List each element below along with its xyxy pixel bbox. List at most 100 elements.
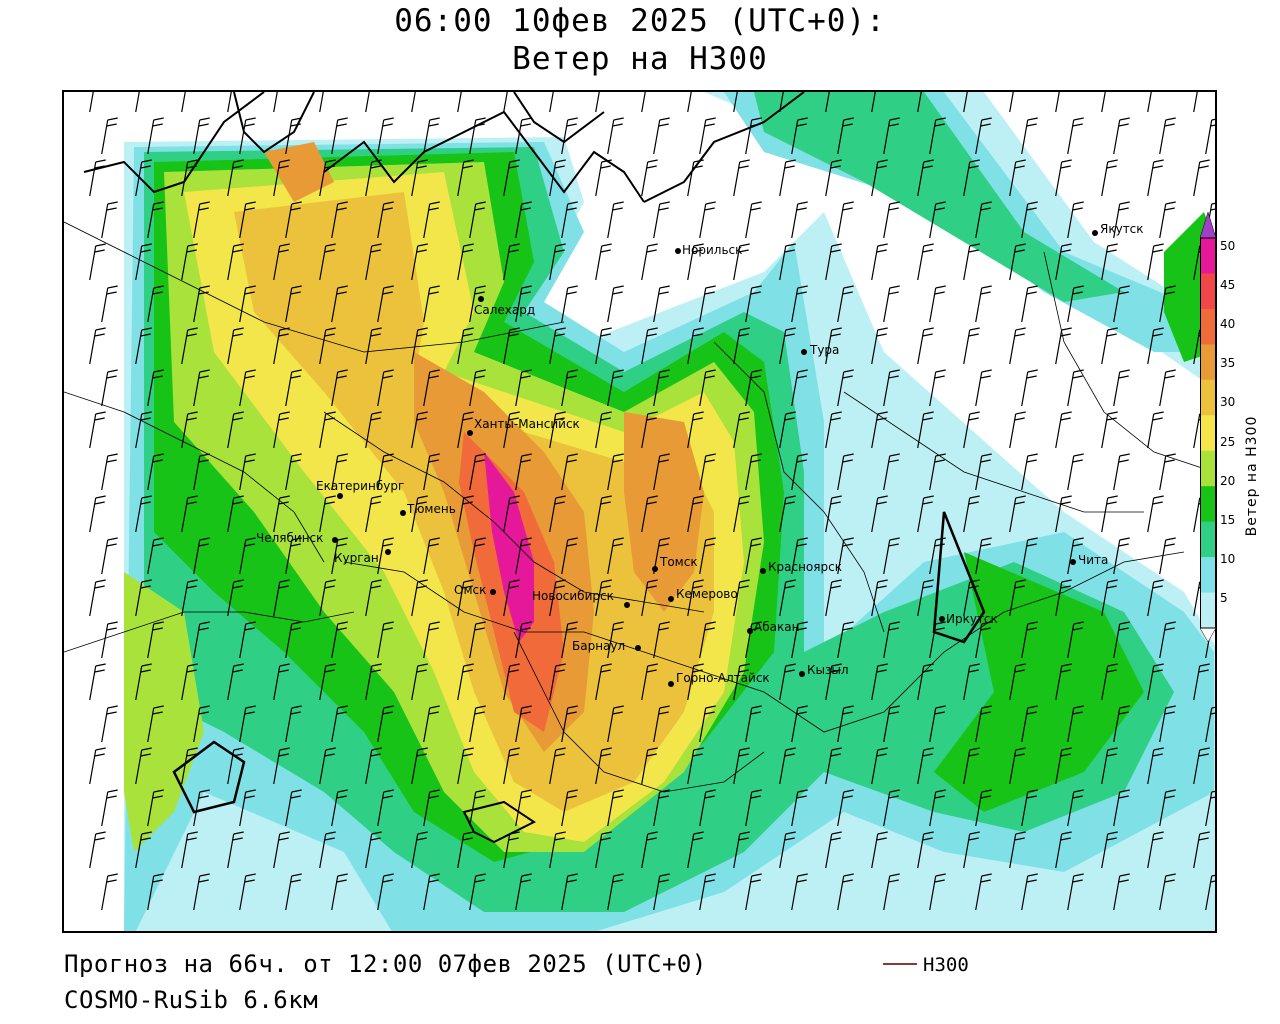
colorbar-band xyxy=(1200,379,1216,416)
wind-barb xyxy=(653,117,670,155)
wind-barb xyxy=(641,663,658,701)
forecast-info: Прогноз на 66ч. от 12:00 07фев 2025 (UTC… xyxy=(64,950,707,978)
city-dot-chita xyxy=(1070,559,1076,565)
wind-barb xyxy=(687,327,704,365)
wind-barb xyxy=(1147,327,1164,365)
city-dot-omsk xyxy=(490,589,496,595)
wind-barb xyxy=(1021,621,1038,659)
wind-barb xyxy=(745,873,762,911)
wind-barb xyxy=(227,411,244,449)
wind-barb xyxy=(883,621,900,659)
city-dot-krasnoyarsk xyxy=(760,568,766,574)
wind-barb xyxy=(181,663,198,701)
wind-barb xyxy=(239,705,256,743)
wind-barb xyxy=(331,621,348,659)
wind-barb xyxy=(423,369,440,407)
wind-barb xyxy=(319,663,336,701)
wind-barb xyxy=(641,92,646,113)
wind-barb xyxy=(883,201,900,239)
wind-barb xyxy=(779,159,796,197)
wind-barb xyxy=(89,831,106,869)
wind-barb xyxy=(331,117,348,155)
wind-barb xyxy=(929,621,946,659)
wind-barb xyxy=(607,117,624,155)
wind-barb xyxy=(745,117,762,155)
wind-barb xyxy=(135,243,152,281)
wind-barb xyxy=(503,831,520,869)
wind-barb xyxy=(273,411,290,449)
wind-barb xyxy=(239,789,256,827)
wind-barb xyxy=(147,621,164,659)
wind-barb xyxy=(963,495,980,533)
wind-barb xyxy=(1147,159,1164,197)
wind-barb xyxy=(837,285,854,323)
wind-barb xyxy=(561,201,578,239)
wind-barb xyxy=(411,747,428,785)
colorbar-band xyxy=(1200,273,1216,310)
wind-barb xyxy=(779,831,796,869)
wind-barb xyxy=(227,747,244,785)
wind-barb xyxy=(641,411,658,449)
wind-barb xyxy=(193,621,210,659)
colorbar-top-arrow xyxy=(1200,212,1216,239)
wind-barb xyxy=(837,369,854,407)
wind-barb xyxy=(1067,873,1084,911)
wind-barb xyxy=(193,705,210,743)
wind-barb xyxy=(733,92,738,113)
wind-barb xyxy=(607,537,624,575)
wind-barb xyxy=(837,537,854,575)
wind-barb xyxy=(871,831,888,869)
wind-barb xyxy=(377,201,394,239)
wind-barb xyxy=(733,663,750,701)
wind-barb xyxy=(1113,201,1130,239)
wind-barb xyxy=(883,789,900,827)
wind-barb xyxy=(135,495,152,533)
wind-barb xyxy=(285,201,302,239)
wind-barb xyxy=(595,747,612,785)
wind-barb xyxy=(745,369,762,407)
wind-barb xyxy=(1009,663,1026,701)
wind-barb xyxy=(515,201,532,239)
wind-barb xyxy=(653,369,670,407)
wind-barb xyxy=(193,201,210,239)
city-dot-tura xyxy=(801,349,807,355)
wind-barb xyxy=(837,453,854,491)
wind-barb xyxy=(929,537,946,575)
city-label-kyzyl: Кызыл xyxy=(807,663,849,677)
city-label-irkutsk: Иркутск xyxy=(946,612,998,626)
wind-barb xyxy=(929,369,946,407)
map-panel[interactable]: Якутск Норильск Салехард Тура Ханты-Манс… xyxy=(62,90,1217,933)
city-dot-tyumen xyxy=(400,510,406,516)
wind-barb xyxy=(687,747,704,785)
wind-barb xyxy=(411,663,428,701)
wind-barb xyxy=(181,92,186,113)
city-dot-yakutsk xyxy=(1092,230,1098,236)
wind-barb xyxy=(1193,747,1210,785)
wind-barb xyxy=(457,243,474,281)
wind-barb xyxy=(515,117,532,155)
wind-barb xyxy=(285,705,302,743)
wind-barb xyxy=(1205,706,1215,743)
wind-barb xyxy=(147,705,164,743)
wind-barb xyxy=(595,92,600,113)
wind-barb xyxy=(319,495,336,533)
wind-barb xyxy=(503,747,520,785)
wind-barb xyxy=(1159,117,1176,155)
wind-barb xyxy=(733,747,750,785)
map-subtitle: Ветер на H300 xyxy=(512,41,768,77)
colorbar-band xyxy=(1200,344,1216,381)
wind-barb xyxy=(929,453,946,491)
wind-speed-field xyxy=(64,92,1215,931)
wind-barb xyxy=(791,705,808,743)
wind-barb xyxy=(181,495,198,533)
wind-barb xyxy=(1113,537,1130,575)
wind-barb xyxy=(469,537,486,575)
wind-barb xyxy=(457,495,474,533)
wind-barb xyxy=(963,663,980,701)
wind-barb xyxy=(89,663,106,701)
wind-barb xyxy=(917,159,934,197)
wind-barb xyxy=(319,159,336,197)
wind-barb xyxy=(883,369,900,407)
city-label-tomsk: Томск xyxy=(660,555,698,569)
wind-barb xyxy=(607,873,624,911)
